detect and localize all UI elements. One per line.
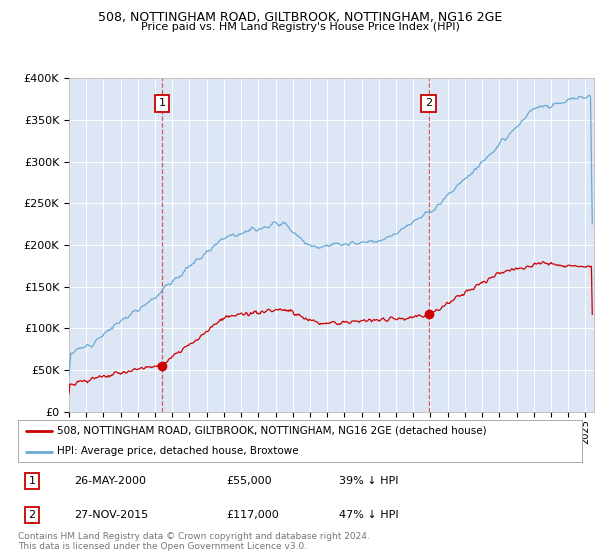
Text: 2: 2 xyxy=(425,99,433,109)
Text: 2: 2 xyxy=(29,510,35,520)
Text: Contains HM Land Registry data © Crown copyright and database right 2024.
This d: Contains HM Land Registry data © Crown c… xyxy=(18,532,370,552)
Text: 1: 1 xyxy=(29,476,35,486)
Text: £117,000: £117,000 xyxy=(227,510,280,520)
Text: £55,000: £55,000 xyxy=(227,476,272,486)
Text: 47% ↓ HPI: 47% ↓ HPI xyxy=(340,510,399,520)
Text: Price paid vs. HM Land Registry's House Price Index (HPI): Price paid vs. HM Land Registry's House … xyxy=(140,22,460,32)
Text: 27-NOV-2015: 27-NOV-2015 xyxy=(74,510,149,520)
Text: HPI: Average price, detached house, Broxtowe: HPI: Average price, detached house, Brox… xyxy=(58,446,299,456)
Text: 508, NOTTINGHAM ROAD, GILTBROOK, NOTTINGHAM, NG16 2GE: 508, NOTTINGHAM ROAD, GILTBROOK, NOTTING… xyxy=(98,11,502,24)
Text: 508, NOTTINGHAM ROAD, GILTBROOK, NOTTINGHAM, NG16 2GE (detached house): 508, NOTTINGHAM ROAD, GILTBROOK, NOTTING… xyxy=(58,426,487,436)
Text: 1: 1 xyxy=(158,99,166,109)
Text: 26-MAY-2000: 26-MAY-2000 xyxy=(74,476,146,486)
Text: 39% ↓ HPI: 39% ↓ HPI xyxy=(340,476,399,486)
